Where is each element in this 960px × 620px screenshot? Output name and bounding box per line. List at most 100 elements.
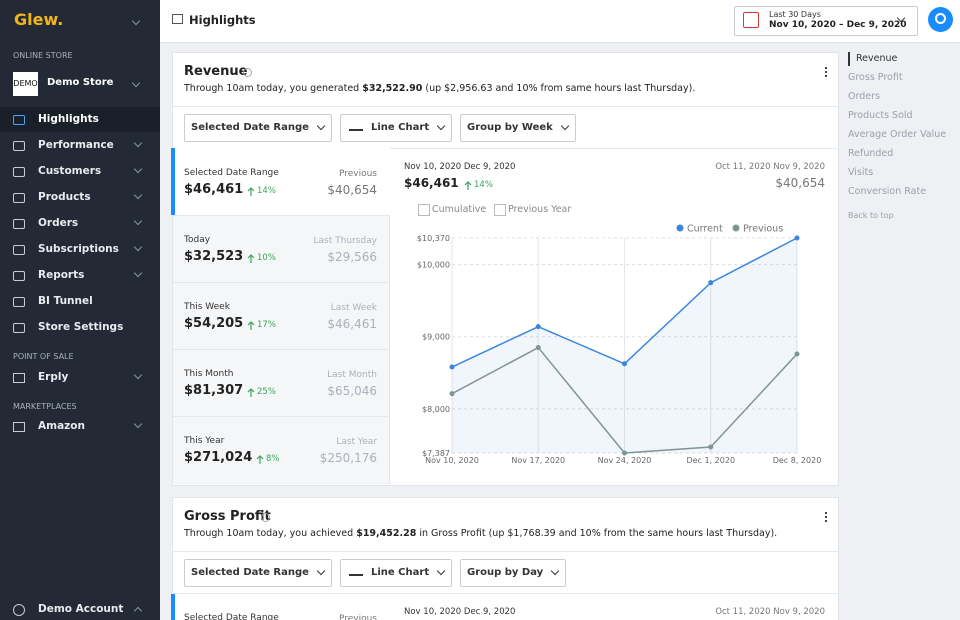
line-icon bbox=[349, 571, 363, 576]
compare-value: $65,046 bbox=[327, 384, 377, 398]
search-icon bbox=[935, 13, 946, 24]
section-heading: POINT OF SALE bbox=[13, 352, 74, 361]
x-tick-label: Nov 17, 2020 bbox=[511, 456, 565, 465]
dropdown-button[interactable]: Selected Date Range bbox=[184, 114, 332, 142]
chart-period: Nov 10, 2020 Dec 9, 2020 bbox=[404, 607, 516, 617]
data-point bbox=[535, 345, 541, 351]
row-divider bbox=[173, 416, 389, 417]
jump-link[interactable]: Refunded bbox=[848, 148, 894, 159]
chart-change: 14% bbox=[474, 180, 493, 190]
compare-label: Previous bbox=[338, 614, 377, 620]
compare-label: Last Month bbox=[327, 370, 377, 380]
jump-link[interactable]: Orders bbox=[848, 91, 880, 102]
legend-marker bbox=[732, 224, 740, 232]
nav-icon bbox=[13, 115, 25, 125]
nav-icon bbox=[13, 167, 25, 177]
jump-link[interactable]: Gross Profit bbox=[848, 72, 903, 83]
nav-item[interactable]: Amazon bbox=[38, 420, 85, 432]
legend-label: Previous bbox=[743, 224, 783, 235]
stat-label: This Week bbox=[184, 302, 230, 312]
compare-value: $29,566 bbox=[327, 250, 377, 264]
data-point bbox=[708, 444, 714, 450]
row-divider bbox=[173, 282, 389, 283]
account-icon bbox=[13, 604, 25, 616]
nav-icon bbox=[13, 245, 25, 255]
nav-item[interactable]: Highlights bbox=[38, 113, 99, 125]
account[interactable]: Demo Account bbox=[38, 603, 124, 615]
compare-label: Last Week bbox=[330, 303, 377, 313]
checkbox-label[interactable]: Cumulative bbox=[432, 204, 487, 215]
nav-item[interactable]: Performance bbox=[38, 139, 114, 151]
stat-change: 17% bbox=[257, 320, 276, 330]
nav-item[interactable]: Subscriptions bbox=[38, 243, 119, 255]
divider bbox=[173, 106, 838, 107]
date-picker[interactable] bbox=[734, 6, 918, 36]
nav-item[interactable]: Reports bbox=[38, 269, 85, 281]
stat-value: $271,024 bbox=[184, 450, 253, 465]
nav-item[interactable]: Erply bbox=[38, 371, 69, 383]
jump-link[interactable]: Products Sold bbox=[848, 110, 913, 121]
up-arrow bbox=[247, 321, 255, 330]
chart-period: Oct 11, 2020 Nov 9, 2020 bbox=[715, 607, 825, 617]
nav-icon bbox=[13, 297, 25, 307]
stat-label: This Year bbox=[184, 436, 225, 446]
section-heading: MARKETPLACES bbox=[13, 402, 77, 411]
compare-value: $40,654 bbox=[327, 183, 377, 197]
store-name[interactable]: Demo Store bbox=[47, 77, 114, 88]
data-point bbox=[535, 324, 541, 330]
nav-icon bbox=[13, 323, 25, 333]
x-tick-label: Dec 1, 2020 bbox=[686, 456, 735, 465]
selected-bar bbox=[171, 148, 175, 215]
nav-item[interactable]: Products bbox=[38, 191, 91, 203]
chart-total: $40,654 bbox=[775, 176, 825, 190]
x-tick-label: Nov 10, 2020 bbox=[425, 456, 479, 465]
legend-label: Current bbox=[687, 224, 723, 235]
selected-row bbox=[173, 148, 390, 215]
stat-label: This Month bbox=[184, 369, 234, 379]
stat-change: 8% bbox=[266, 454, 280, 464]
description-part: Through 10am today, you generated bbox=[184, 83, 363, 94]
dropdown-button[interactable]: Group by Day bbox=[460, 559, 567, 587]
compare-value: $250,176 bbox=[319, 451, 377, 465]
dropdown-button[interactable]: Line Chart bbox=[340, 559, 453, 587]
checkbox[interactable] bbox=[494, 204, 506, 216]
active-bg bbox=[0, 107, 160, 132]
card-description: Through 10am today, you achieved $19,452… bbox=[184, 528, 777, 539]
gross-profit-card bbox=[172, 497, 839, 620]
line-icon bbox=[349, 126, 363, 131]
jump-link[interactable]: Visits bbox=[848, 167, 874, 178]
nav-item[interactable]: Orders bbox=[38, 217, 79, 229]
data-point bbox=[622, 361, 627, 367]
dropdown-button[interactable]: Group by Week bbox=[460, 114, 576, 142]
compare-label: Previous bbox=[338, 169, 377, 179]
stat-change: 10% bbox=[257, 253, 276, 263]
data-point bbox=[708, 280, 714, 286]
legend-marker bbox=[676, 224, 684, 232]
chart-period: Oct 11, 2020 Nov 9, 2020 bbox=[715, 162, 825, 172]
data-point bbox=[794, 351, 800, 357]
data-point bbox=[449, 364, 455, 370]
nav-item[interactable]: Customers bbox=[38, 165, 102, 177]
dropdown-button[interactable]: Selected Date Range bbox=[184, 559, 332, 587]
back-to-top[interactable]: Back to top bbox=[848, 211, 894, 220]
dropdown-button[interactable]: Line Chart bbox=[340, 114, 453, 142]
nav-item[interactable]: BI Tunnel bbox=[38, 295, 93, 307]
jump-link[interactable]: Conversion Rate bbox=[848, 186, 927, 197]
checkbox[interactable] bbox=[418, 204, 430, 216]
row-divider bbox=[173, 215, 389, 216]
up-arrow bbox=[247, 388, 255, 397]
jump-link[interactable]: Average Order Value bbox=[848, 129, 947, 140]
selected-bar bbox=[171, 594, 175, 620]
stat-label: Today bbox=[184, 235, 211, 245]
stat-label: Selected Date Range bbox=[184, 168, 279, 178]
nav-item[interactable]: Store Settings bbox=[38, 321, 124, 333]
card-title: Revenue bbox=[184, 64, 248, 79]
jump-link[interactable]: Revenue bbox=[856, 53, 898, 64]
checkbox-label[interactable]: Previous Year bbox=[508, 204, 572, 215]
chart-period: Nov 10, 2020 Dec 9, 2020 bbox=[404, 162, 516, 172]
date-range: Nov 10, 2020 – Dec 9, 2020 bbox=[769, 20, 907, 30]
stat-change: 14% bbox=[257, 186, 276, 196]
kebab-menu[interactable] bbox=[825, 512, 829, 522]
kebab-menu[interactable] bbox=[825, 67, 829, 77]
